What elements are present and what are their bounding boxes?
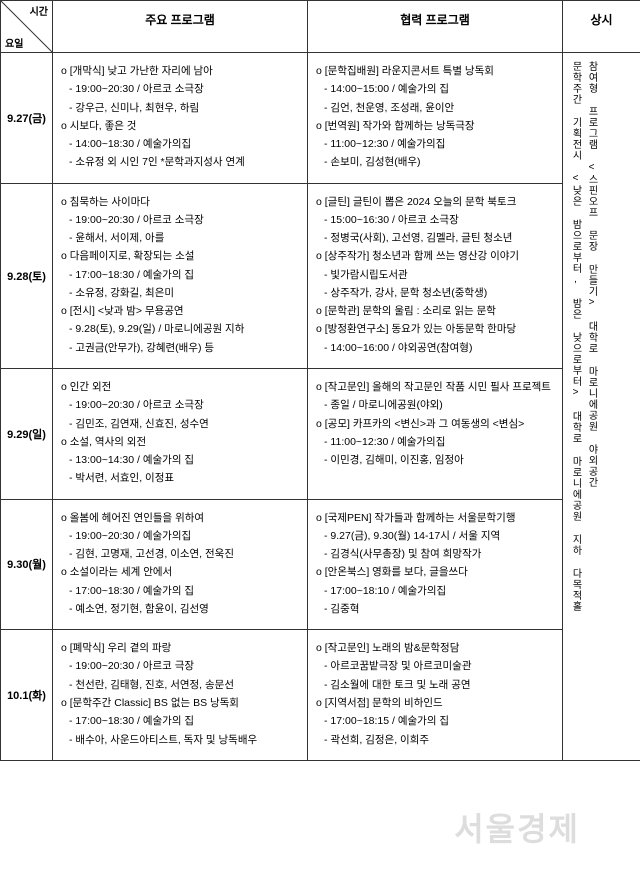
program-detail: - 천선란, 김태형, 진호, 서연정, 송문선 xyxy=(61,677,299,693)
program-detail: - 상주작가, 강사, 문학 청소년(중학생) xyxy=(316,285,554,301)
main-program-cell: o [폐막식] 우리 곁의 파랑 - 19:00~20:30 / 아르코 극장 - … xyxy=(53,630,308,761)
program-title: o [폐막식] 우리 곁의 파랑 xyxy=(61,640,299,656)
program-detail: - 13:00~14:30 / 예술가의 집 xyxy=(61,452,299,468)
coop-program-cell: o [문학집배원] 라운지콘서트 특별 낭독회 - 14:00~15:00 / 예… xyxy=(308,53,563,184)
coop-program-cell: o [작고문인] 노래의 밤&문학정담 - 아르코꿈밭극장 및 아르코미술관 - 김… xyxy=(308,630,563,761)
header-diagonal: 시간 요일 xyxy=(1,1,53,53)
program-title: o 인간 외전 xyxy=(61,379,299,395)
program-detail: - 박서련, 서효인, 이정표 xyxy=(61,470,299,486)
program-title: o [전시] <낮과 밤> 무용공연 xyxy=(61,303,299,319)
program-title: o [문학집배원] 라운지콘서트 특별 낭독회 xyxy=(316,63,554,79)
program-detail: - 곽선희, 김정은, 이희주 xyxy=(316,732,554,748)
program-detail: - 14:00~15:00 / 예술가의 집 xyxy=(316,81,554,97)
program-detail: - 김소월에 대한 토크 및 노래 공연 xyxy=(316,677,554,693)
date-cell: 9.29(일) xyxy=(1,368,53,499)
program-detail: - 빛가람시립도서관 xyxy=(316,267,554,283)
program-title: o [번역원] 작가와 함께하는 낭독극장 xyxy=(316,118,554,134)
program-detail: - 예소연, 정기현, 함윤이, 김선영 xyxy=(61,601,299,617)
program-detail: - 김언, 천운영, 조성래, 윤이안 xyxy=(316,100,554,116)
program-title: o [상주작가] 청소년과 함께 쓰는 영산강 이야기 xyxy=(316,248,554,264)
always-line: 참여형 프로그램 <스핀오프 문장 만들기> 대학로 마로니에공원 야외공간 xyxy=(584,61,598,488)
program-detail: - 11:00~12:30 / 예술가의집 xyxy=(316,136,554,152)
program-detail: - 17:00~18:30 / 예술가의 집 xyxy=(61,713,299,729)
header-day-label: 요일 xyxy=(5,35,23,50)
program-title: o [공모] 카프카의 <변신>과 그 여동생의 <변심> xyxy=(316,416,554,432)
program-detail: - 윤해서, 서이제, 아를 xyxy=(61,230,299,246)
coop-program-cell: o [작고문인] 올해의 작고문인 작품 시민 필사 프로젝트 - 종일 / 마로… xyxy=(308,368,563,499)
program-detail: - 17:00~18:30 / 예술가의 집 xyxy=(61,583,299,599)
program-title: o [문학주간 Classic] BS 없는 BS 낭독회 xyxy=(61,695,299,711)
program-detail: - 17:00~18:30 / 예술가의 집 xyxy=(61,267,299,283)
main-program-cell: o 침묵하는 사이마다 - 19:00~20:30 / 아르코 소극장 - 윤해서,… xyxy=(53,183,308,368)
header-coop: 협력 프로그램 xyxy=(308,1,563,53)
main-program-cell: o 올봄에 헤어진 연인들을 위하여 - 19:00~20:30 / 예술가의집 -… xyxy=(53,499,308,630)
program-title: o 올봄에 헤어진 연인들을 위하여 xyxy=(61,510,299,526)
schedule-table: 시간 요일 주요 프로그램 협력 프로그램 상시 9.27(금)o [개막식] … xyxy=(0,0,640,761)
program-detail: - 배수아, 사운드아티스트, 독자 및 낭독배우 xyxy=(61,732,299,748)
program-detail: - 종일 / 마로니에공원(야외) xyxy=(316,397,554,413)
program-title: o [안온북스] 영화를 보다, 글을쓰다 xyxy=(316,564,554,580)
program-detail: - 김민조, 김연재, 신효진, 성수연 xyxy=(61,416,299,432)
schedule-row: 9.29(일) o 인간 외전 - 19:00~20:30 / 아르코 소극장 - 김… xyxy=(1,368,640,499)
program-detail: - 소유정, 강화길, 최은미 xyxy=(61,285,299,301)
program-detail: - 김중혁 xyxy=(316,601,554,617)
program-detail: - 19:00~20:30 / 예술가의집 xyxy=(61,528,299,544)
schedule-row: 10.1(화) o [폐막식] 우리 곁의 파랑 - 19:00~20:30 / 아… xyxy=(1,630,640,761)
program-detail: - 14:00~18:30 / 예술가의집 xyxy=(61,136,299,152)
program-title: o [국제PEN] 작가들과 함께하는 서울문학기행 xyxy=(316,510,554,526)
header-always: 상시 xyxy=(563,1,640,53)
program-detail: - 김현, 고명재, 고선경, 이소연, 전욱진 xyxy=(61,546,299,562)
program-detail: - 14:00~16:00 / 야외공연(참여형) xyxy=(316,340,554,356)
always-cell: 문학주간 기획전시 <낮은 밤으로부터, 밤은 낮으로부터> 대학로 마로니에공… xyxy=(563,53,640,761)
date-cell: 9.28(토) xyxy=(1,183,53,368)
schedule-row: 9.27(금) o [개막식] 낮고 가난한 자리에 남아 - 19:00~20:3… xyxy=(1,53,640,184)
program-detail: - 9.27(금), 9.30(월) 14-17시 / 서울 지역 xyxy=(316,528,554,544)
program-title: o [문학관] 문학의 울림 : 소리로 읽는 문학 xyxy=(316,303,554,319)
main-program-cell: o [개막식] 낮고 가난한 자리에 남아 - 19:00~20:30 / 아르코… xyxy=(53,53,308,184)
program-detail: - 11:00~12:30 / 예술가의집 xyxy=(316,434,554,450)
program-detail: - 강우근, 신미나, 최현우, 하림 xyxy=(61,100,299,116)
coop-program-cell: o [글틴] 글틴이 뽑은 2024 오늘의 문학 북토크 - 15:00~16:… xyxy=(308,183,563,368)
watermark: 서울경제 xyxy=(454,804,580,850)
program-title: o [작고문인] 올해의 작고문인 작품 시민 필사 프로젝트 xyxy=(316,379,554,395)
program-detail: - 9.28(토), 9.29(일) / 마로니에공원 지하 xyxy=(61,321,299,337)
program-title: o [개막식] 낮고 가난한 자리에 남아 xyxy=(61,63,299,79)
program-detail: - 김경식(사무총장) 및 참여 희망작가 xyxy=(316,546,554,562)
header-row: 시간 요일 주요 프로그램 협력 프로그램 상시 xyxy=(1,1,640,53)
program-detail: - 이민경, 김해미, 이진홍, 임정아 xyxy=(316,452,554,468)
program-title: o [지역서점] 문학의 비하인드 xyxy=(316,695,554,711)
always-line: 문학주간 기획전시 <낮은 밤으로부터, 밤은 낮으로부터> 대학로 마로니에공… xyxy=(568,61,582,612)
program-detail: - 고권금(안무가), 강혜련(배우) 등 xyxy=(61,340,299,356)
date-cell: 10.1(화) xyxy=(1,630,53,761)
program-title: o [글틴] 글틴이 뽑은 2024 오늘의 문학 북토크 xyxy=(316,194,554,210)
program-title: o 다음페이지로, 확장되는 소설 xyxy=(61,248,299,264)
program-detail: - 17:00~18:10 / 예술가의집 xyxy=(316,583,554,599)
program-detail: - 19:00~20:30 / 아르코 소극장 xyxy=(61,81,299,97)
program-title: o 소설, 역사의 외전 xyxy=(61,434,299,450)
program-detail: - 손보미, 김성현(배우) xyxy=(316,154,554,170)
coop-program-cell: o [국제PEN] 작가들과 함께하는 서울문학기행 - 9.27(금), 9.3… xyxy=(308,499,563,630)
program-title: o 소설이라는 세계 안에서 xyxy=(61,564,299,580)
header-main: 주요 프로그램 xyxy=(53,1,308,53)
date-cell: 9.27(금) xyxy=(1,53,53,184)
schedule-row: 9.30(월) o 올봄에 헤어진 연인들을 위하여 - 19:00~20:30 /… xyxy=(1,499,640,630)
program-detail: - 19:00~20:30 / 아르코 극장 xyxy=(61,658,299,674)
date-cell: 9.30(월) xyxy=(1,499,53,630)
schedule-row: 9.28(토) o 침묵하는 사이마다 - 19:00~20:30 / 아르코 소극… xyxy=(1,183,640,368)
main-program-cell: o 인간 외전 - 19:00~20:30 / 아르코 소극장 - 김민조, 김연재… xyxy=(53,368,308,499)
program-title: o [작고문인] 노래의 밤&문학정담 xyxy=(316,640,554,656)
program-detail: - 19:00~20:30 / 아르코 소극장 xyxy=(61,212,299,228)
program-detail: - 19:00~20:30 / 아르코 소극장 xyxy=(61,397,299,413)
program-detail: - 17:00~18:15 / 예술가의 집 xyxy=(316,713,554,729)
program-detail: - 소유정 외 시인 7인 *문학과지성사 연계 xyxy=(61,154,299,170)
program-detail: - 정병국(사회), 고선영, 김멜라, 글틴 청소년 xyxy=(316,230,554,246)
header-time-label: 시간 xyxy=(30,3,48,18)
program-detail: - 15:00~16:30 / 아르코 소극장 xyxy=(316,212,554,228)
program-title: o [방정환연구소] 동요가 있는 아동문학 한마당 xyxy=(316,321,554,337)
program-title: o 시보다, 좋은 것 xyxy=(61,118,299,134)
program-detail: - 아르코꿈밭극장 및 아르코미술관 xyxy=(316,658,554,674)
program-title: o 침묵하는 사이마다 xyxy=(61,194,299,210)
